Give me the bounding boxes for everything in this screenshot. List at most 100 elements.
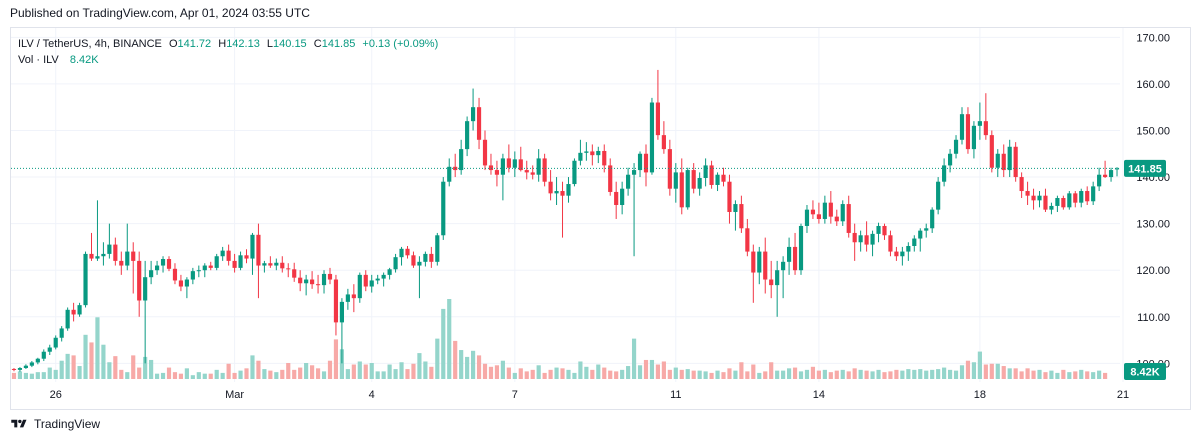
volume-bar	[399, 362, 404, 379]
candle-body	[530, 172, 535, 175]
candle-body	[578, 152, 583, 161]
volume-bar	[918, 369, 923, 379]
candle-body	[536, 158, 541, 175]
candle-body	[286, 268, 291, 270]
volume-bar	[1019, 371, 1024, 379]
candle-body	[310, 279, 315, 285]
volume-bar	[942, 367, 947, 379]
candle-body	[1031, 195, 1036, 201]
volume-bar	[89, 342, 94, 379]
last-price-label: 141.85	[1128, 163, 1162, 175]
volume-bar	[602, 367, 607, 379]
volume-bar	[214, 369, 219, 379]
candle-body	[769, 279, 774, 286]
price-tick-label: 110.00	[1137, 312, 1170, 324]
volume-bar	[614, 371, 619, 379]
low-value: 140.15	[273, 38, 307, 50]
candle-body	[304, 279, 309, 284]
volume-bar	[310, 365, 315, 379]
volume-bar	[1055, 372, 1060, 379]
candle-body	[763, 251, 768, 280]
candle-body	[822, 202, 827, 219]
volume-label[interactable]: Vol · ILV	[18, 54, 59, 66]
volume-bar	[989, 363, 994, 379]
candle-body	[113, 244, 118, 261]
candle-body	[846, 204, 851, 233]
candle-body	[900, 251, 905, 257]
candle-body	[154, 265, 160, 271]
volume-bar	[971, 362, 977, 379]
volume-bar	[1103, 372, 1108, 379]
candle-body	[637, 153, 643, 171]
candle-body	[208, 265, 213, 268]
candle-body	[947, 153, 953, 166]
candle-body	[417, 261, 422, 266]
volume-bar	[369, 363, 374, 379]
candle-body	[614, 191, 619, 205]
volume-bar	[226, 363, 231, 379]
volume-bar	[715, 370, 720, 379]
volume-bar	[1073, 371, 1078, 379]
volume-bar	[626, 366, 631, 379]
volume-bar	[530, 369, 535, 379]
volume-bar	[745, 371, 750, 379]
candle-body	[1091, 186, 1096, 202]
volume-bar	[256, 360, 261, 379]
candle-body	[512, 159, 517, 168]
footer-brand[interactable]: TradingView	[10, 417, 100, 431]
change-value: +0.13 (+0.09%)	[362, 38, 439, 50]
volume-bar	[983, 364, 988, 379]
candle-body	[566, 184, 571, 196]
candle-body	[53, 337, 58, 348]
candle-body	[274, 262, 279, 266]
volume-bar	[345, 369, 350, 379]
volume-bar	[816, 370, 821, 379]
volume-bar	[333, 339, 339, 379]
volume-bar	[709, 372, 714, 379]
candle-body	[679, 172, 684, 208]
volume-bar	[476, 355, 482, 379]
price-tick-label: 120.00	[1136, 265, 1170, 277]
volume-bar	[655, 364, 661, 379]
candle-body	[1043, 195, 1048, 210]
candle-body	[250, 234, 255, 259]
candle-body	[655, 102, 661, 136]
volume-bar	[423, 361, 428, 379]
candle-body	[160, 259, 166, 266]
candle-body	[918, 230, 923, 239]
candle-body	[423, 253, 428, 262]
volume-bar	[220, 372, 225, 379]
volume-bar	[870, 371, 875, 379]
time-tick-label: 18	[974, 389, 986, 401]
candle-body	[220, 250, 225, 257]
candle-body	[214, 256, 219, 268]
price-tick-label: 130.00	[1136, 219, 1170, 231]
candle-body	[178, 280, 184, 287]
candle-body	[983, 121, 988, 136]
candle-body	[828, 202, 833, 217]
volume-bar	[53, 369, 58, 379]
candle-body	[1073, 193, 1078, 203]
last-volume-label: 8.42K	[1130, 367, 1159, 379]
high-value: 142.13	[226, 38, 260, 50]
candle-body	[435, 235, 440, 262]
candle-body	[101, 253, 106, 257]
volume-bar	[1061, 369, 1066, 379]
candle-body	[107, 244, 112, 254]
candle-body	[125, 251, 130, 266]
candle-body	[1097, 174, 1102, 187]
volume-bar	[393, 369, 398, 379]
candle-body	[357, 274, 362, 299]
symbol-label[interactable]: ILV / TetherUS, 4h, BINANCE	[18, 38, 162, 50]
volume-bar	[459, 350, 464, 379]
candle-body	[751, 251, 756, 273]
last-volume-badge: 8.42K	[1124, 363, 1166, 380]
candle-body	[131, 251, 136, 261]
candle-body	[488, 165, 494, 171]
volume-bar	[149, 359, 154, 379]
volume-bar	[846, 371, 851, 379]
candle-body	[1061, 198, 1066, 208]
candle-body	[351, 294, 356, 299]
high-label: H	[218, 38, 227, 50]
